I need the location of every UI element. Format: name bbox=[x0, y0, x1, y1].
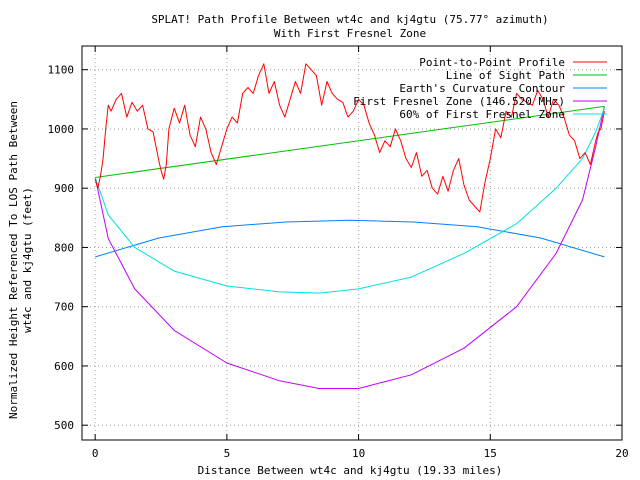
x-tick-label: 15 bbox=[484, 447, 497, 460]
x-tick-labels: 0 5 10 15 20 bbox=[92, 447, 629, 460]
series-line bbox=[94, 106, 605, 389]
x-tick-label: 5 bbox=[224, 447, 231, 460]
chart-subtitle: With First Fresnel Zone bbox=[274, 27, 426, 40]
y-tick-label: 800 bbox=[54, 241, 74, 254]
chart-title: SPLAT! Path Profile Between wt4c and kj4… bbox=[151, 13, 548, 26]
x-tick-label: 20 bbox=[615, 447, 628, 460]
y-tick-label: 900 bbox=[54, 182, 74, 195]
x-tick-label: 0 bbox=[92, 447, 99, 460]
y-tick-labels: 500 600 700 800 900 1000 1100 bbox=[48, 64, 75, 432]
y-tick-label: 700 bbox=[54, 301, 74, 314]
legend-label: Point-to-Point Profile bbox=[419, 56, 565, 69]
legend-label: First Fresnel Zone (146.520 MHz) bbox=[353, 95, 565, 108]
y-axis-label-line2: wt4c and kj4gtu (feet) bbox=[21, 187, 34, 333]
y-tick-label: 1000 bbox=[48, 123, 75, 136]
y-tick-label: 1100 bbox=[48, 64, 75, 77]
y-tick-label: 600 bbox=[54, 360, 74, 373]
x-tick-label: 10 bbox=[352, 447, 365, 460]
legend-label: Earth's Curvature Contour bbox=[399, 82, 565, 95]
series-line bbox=[94, 63, 605, 213]
plot-frame bbox=[81, 45, 623, 441]
series-line bbox=[95, 105, 605, 178]
series-line bbox=[94, 108, 605, 294]
series-lines bbox=[94, 63, 605, 389]
series-line bbox=[95, 219, 605, 258]
x-axis-label: Distance Between wt4c and kj4gtu (19.33 … bbox=[198, 464, 503, 477]
y-tick-label: 500 bbox=[54, 419, 74, 432]
y-axis-label-line1: Normalized Height Referenced To LOS Path… bbox=[7, 101, 20, 419]
legend-label: Line of Sight Path bbox=[446, 69, 565, 82]
legend-label: 60% of First Fresnel Zone bbox=[399, 108, 565, 121]
